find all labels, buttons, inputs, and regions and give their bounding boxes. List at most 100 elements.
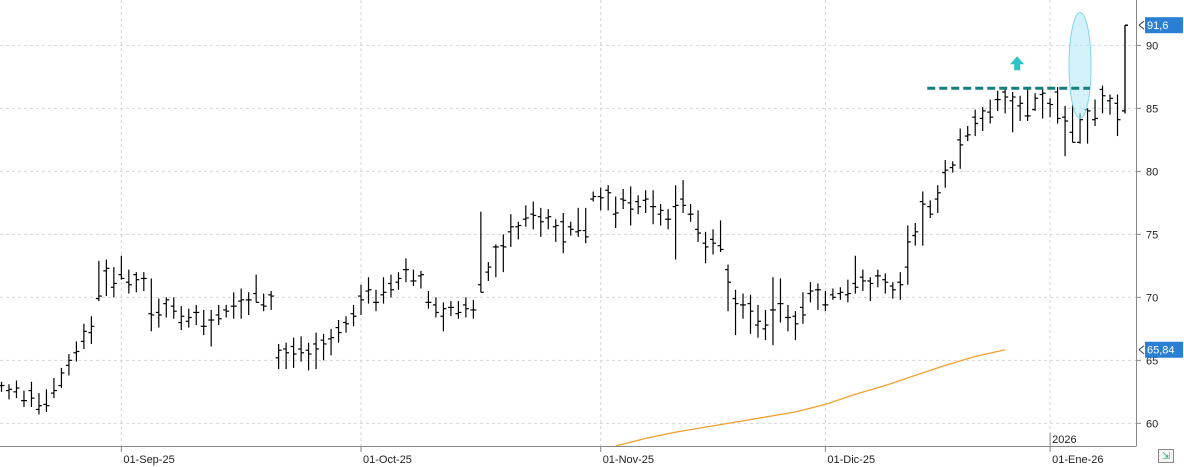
ohlc-bar [919,191,926,246]
up-arrow-icon [1010,56,1025,71]
ohlc-bar [874,269,881,288]
ohlc-bar [125,269,132,294]
ohlc-bar [927,200,934,218]
ohlc-bar [807,282,814,303]
ohlc-bar [552,219,559,242]
ohlc-bar [1084,108,1091,144]
ohlc-bar [0,381,5,392]
ohlc-bar [612,196,619,229]
moving-average-series [615,349,1006,447]
ohlc-bar [627,186,634,226]
ohlc-bar [934,185,941,213]
ohlc-bar [50,377,57,399]
ohlc-bar [882,273,889,294]
ohlc-bar [657,204,664,226]
ohlc-bar [118,255,125,280]
ohlc-bar [208,309,215,347]
ohlc-bar [485,262,492,281]
ohlc-bar [313,332,320,370]
ohlc-bar [949,161,956,173]
annotations [927,12,1128,119]
x-tick-label: 01-Dic-25 [827,454,875,466]
ohlc-bar [447,301,454,317]
y-tick-label: 70 [1146,292,1158,304]
ohlc-bar [462,297,469,318]
ohlc-bar [590,191,597,202]
ohlc-bar [350,304,357,327]
ohlc-bar [28,381,35,407]
ohlc-bar [1024,88,1031,121]
ohlc-bar [650,190,657,225]
ohlc-bar [1009,91,1016,133]
chart-settings-icon[interactable]: ⇲ [1158,449,1174,463]
ohlc-bar [717,220,724,252]
ohlc-bar [20,390,27,407]
ohlc-bar [1017,95,1024,121]
ohlc-bar [582,207,589,244]
ohlc-bar [13,380,20,399]
y-tick-label: 90 [1146,40,1158,52]
moving-average-line [615,349,1006,447]
ohlc-bar [425,291,432,309]
x-tick-label: 01-Ene-26 [1052,454,1103,466]
ohlc-bar [343,316,350,333]
ohlc-bar [455,301,462,319]
ohlc-bar [335,320,342,343]
ohlc-bar [238,288,245,319]
ohlc-bar [470,299,477,319]
ohlc-bar [747,294,754,334]
ohlc-bar [852,255,859,294]
ohlc-bar [829,288,836,300]
ohlc-bar [762,309,769,341]
ohlc-bar [80,323,87,349]
ohlc-bar [148,278,155,332]
x-tick-label: 01-Nov-25 [603,454,654,466]
ohlc-bar [784,304,791,332]
ohlc-bar [268,291,275,310]
ohlc-bar [253,274,260,303]
ohlc-bar [987,99,994,124]
ohlc-bar [605,185,612,211]
ohlc-bar [1107,94,1114,115]
ohlc-bar [672,185,679,260]
y-tick-label: 80 [1146,166,1158,178]
ohlc-bar [912,223,919,246]
y-tick-label: 75 [1146,229,1158,241]
ohlc-bar [1047,98,1054,118]
ma-value-pointer-icon [1138,345,1145,355]
ohlc-bar [5,384,12,400]
ohlc-bar [777,278,784,323]
x-tick-label: 01-Oct-25 [363,454,412,466]
ohlc-bar [859,269,866,292]
ohlc-bar [710,229,717,255]
ohlc-bar [58,367,65,389]
ohlc-bar [298,336,305,362]
ohlc-bar [837,287,844,300]
ohlc-bar [642,190,649,213]
ohlc-bar [695,210,702,242]
ohlc-bar [1054,86,1061,124]
ohlc-bar [432,297,439,318]
ohlc-bar [597,187,604,211]
ohlc-bar [507,214,514,247]
ohlc-bar [702,231,709,264]
last-price-box [1145,17,1183,34]
ohlc-bar [245,292,252,315]
ohlc-bar [35,393,42,415]
ohlc-bar [522,205,529,227]
ohlc-bar [687,204,694,222]
ohlc-bar [200,309,207,336]
y-tick-label: 65 [1146,355,1158,367]
ohlc-bar [799,292,806,324]
ohlc-bar [178,306,185,331]
y-tick-label: 60 [1146,418,1158,430]
ohlc-bar [754,304,761,338]
ohlc-bar [897,272,904,300]
ohlc-bar [500,234,507,273]
ohlc-bar [792,311,799,341]
ohlc-bar [477,211,484,293]
ohlc-bar [1114,94,1121,137]
ohlc-bar [575,207,582,237]
ohlc-bar [725,264,732,312]
ohlc-bar [402,258,409,283]
